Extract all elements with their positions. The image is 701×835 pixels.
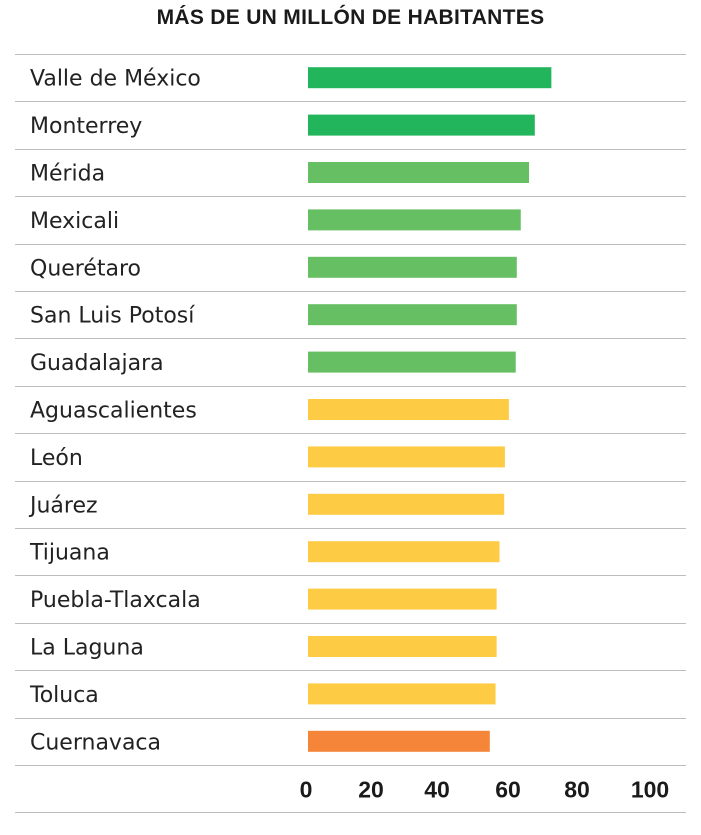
category-label: León — [30, 446, 83, 471]
category-label: Cuernavaca — [30, 730, 161, 755]
category-label: Tijuana — [29, 541, 110, 566]
x-tick-label: 40 — [424, 777, 450, 803]
bar — [308, 541, 500, 563]
category-label: Valle de México — [30, 67, 201, 92]
category-label: Juárez — [28, 493, 98, 518]
bar — [308, 162, 530, 183]
category-label: Mexicali — [30, 209, 119, 234]
category-label: Aguascalientes — [30, 399, 197, 424]
category-label: San Luis Potosí — [30, 304, 195, 329]
category-label: Guadalajara — [30, 351, 164, 376]
bar — [308, 730, 490, 752]
bar — [308, 351, 516, 373]
bar — [308, 114, 535, 136]
bar — [308, 67, 552, 89]
category-label: Mérida — [30, 162, 105, 187]
bar — [308, 493, 505, 515]
category-label: Puebla-Tlaxcala — [30, 588, 201, 613]
bar — [308, 209, 521, 231]
x-tick-label: 20 — [358, 777, 384, 803]
bar — [308, 446, 505, 468]
category-label: Querétaro — [30, 256, 141, 281]
bar — [308, 399, 509, 420]
x-tick-label: 0 — [300, 777, 313, 803]
chart-title: MÁS DE UN MILLÓN DE HABITANTES — [156, 6, 545, 29]
bar — [308, 636, 497, 657]
category-label: Monterrey — [30, 114, 142, 139]
category-label: Toluca — [29, 683, 99, 708]
bar — [308, 256, 517, 278]
bar — [308, 304, 517, 326]
category-label: La Laguna — [30, 636, 144, 661]
x-tick-label: 80 — [564, 777, 590, 803]
x-tick-label: 60 — [495, 777, 521, 803]
x-tick-label: 100 — [631, 777, 669, 803]
bar — [308, 683, 496, 705]
bar — [308, 588, 497, 610]
